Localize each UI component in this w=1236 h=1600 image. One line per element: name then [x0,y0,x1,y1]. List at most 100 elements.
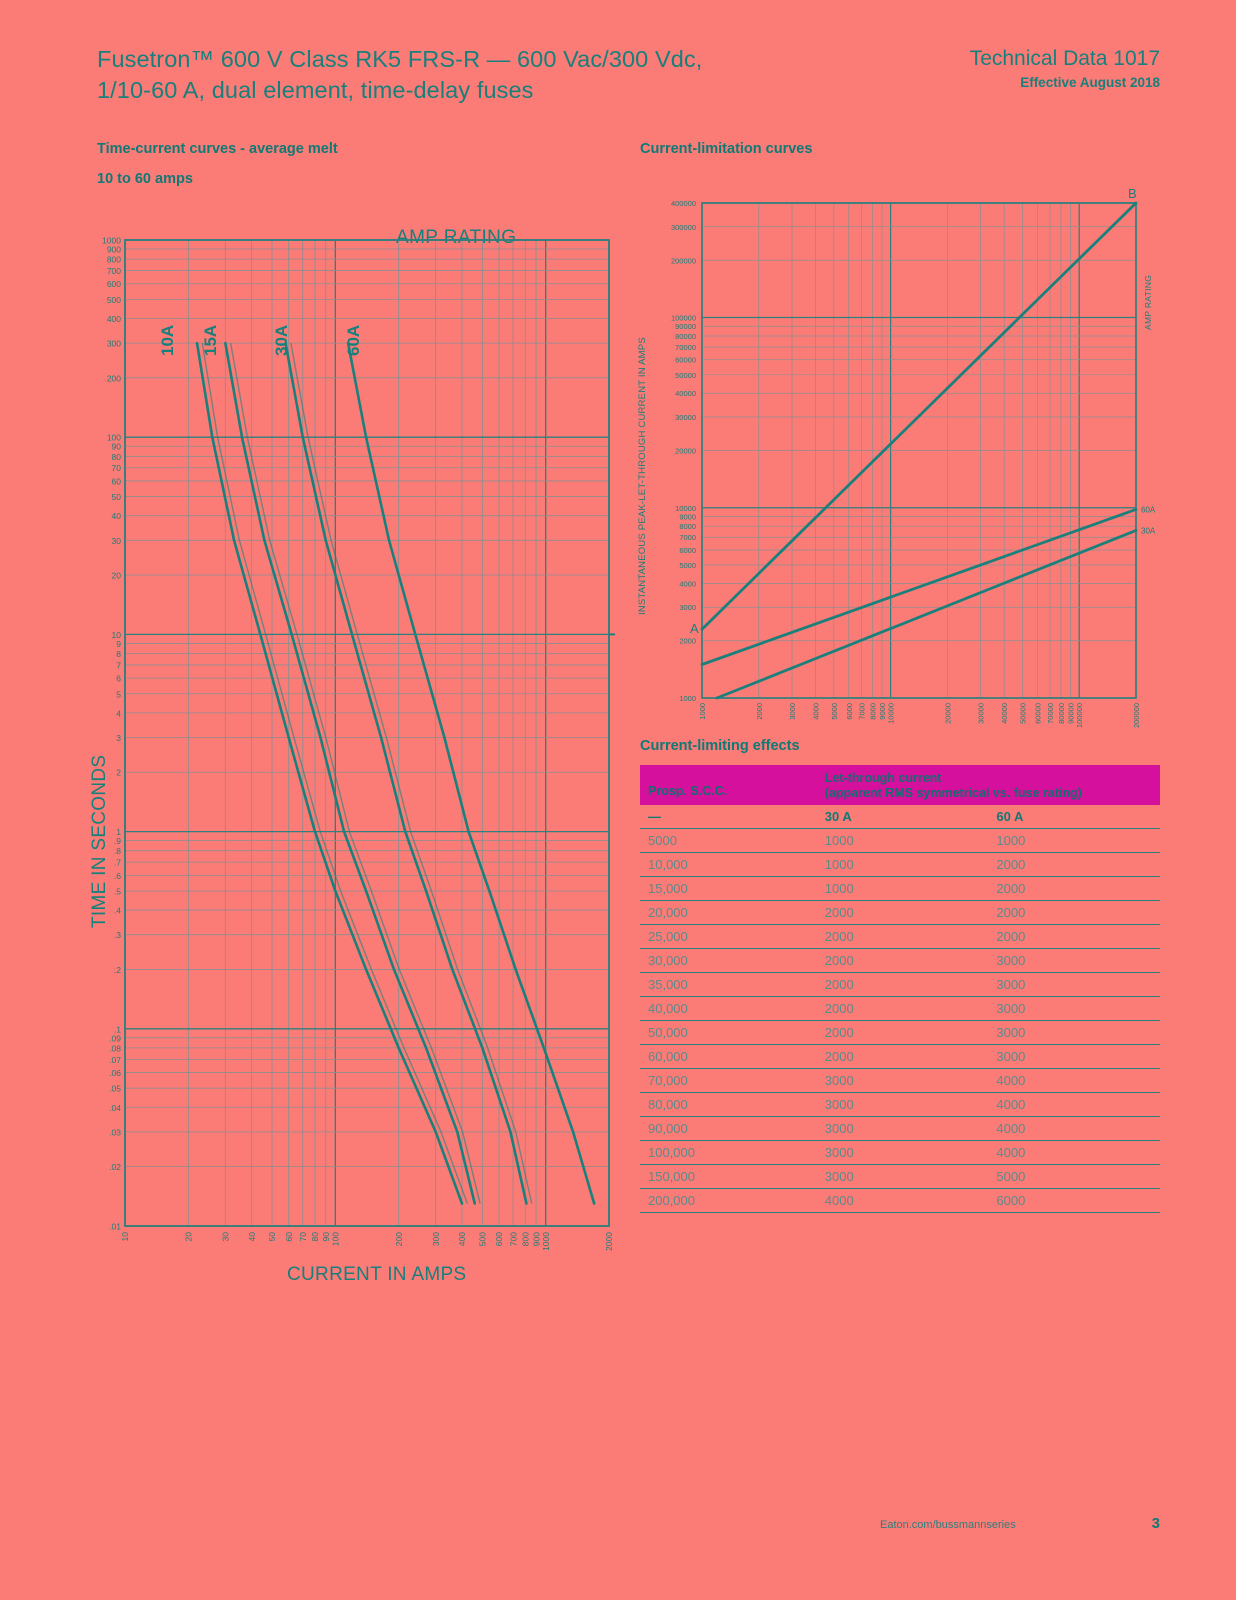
table-cell: 2000 [816,1044,989,1069]
svg-text:7: 7 [116,660,121,670]
footer-page-number: 3 [1151,1515,1160,1532]
svg-text:800: 800 [107,255,121,265]
svg-text:20: 20 [112,571,122,581]
tcc-y-axis-label: TIME IN SECONDS [89,754,110,928]
svg-text:.02: .02 [109,1162,121,1172]
svg-text:6: 6 [116,674,121,684]
table-cell: 1000 [988,828,1160,853]
table-cell: 10,000 [640,852,817,877]
table-cell: 3000 [816,1116,989,1141]
svg-text:90: 90 [112,442,122,452]
table-subheader-cell: 60 A [988,805,1160,829]
section-heading-current-limitation: Current-limitation curves [640,141,813,157]
svg-text:4000: 4000 [679,579,696,588]
svg-text:60000: 60000 [675,356,696,365]
table-header-prosp-scc-label: Prosp. S.C.C. [648,784,728,798]
table-row: 40,000 2000 3000 [640,996,1160,1021]
svg-text:200000: 200000 [1132,703,1141,728]
svg-text:50: 50 [267,1232,277,1242]
svg-text:200: 200 [107,373,121,383]
table-cell: 3000 [988,948,1160,973]
svg-text:.08: .08 [109,1043,121,1053]
table-header-let-through-line1: Let-through current [824,771,942,785]
svg-text:2000: 2000 [679,637,696,646]
svg-text:500: 500 [478,1232,488,1246]
svg-text:100000: 100000 [1075,703,1084,728]
svg-text:90000: 90000 [675,322,696,331]
table-row: 50,000 2000 3000 [640,1020,1160,1045]
svg-text:.5: .5 [114,886,121,896]
svg-text:300: 300 [431,1232,441,1246]
footer-url[interactable]: Eaton.com/bussmannseries [880,1519,1016,1531]
svg-text:100: 100 [107,433,121,443]
svg-text:40000: 40000 [675,389,696,398]
svg-text:80000: 80000 [1057,703,1066,724]
table-cell: 2000 [988,852,1160,877]
svg-text:70: 70 [112,463,122,473]
table-subheader-cell: — [640,805,817,829]
clc-amp-rating-label: AMP RATING [1143,274,1153,330]
table-cell: 40,000 [640,996,817,1021]
svg-text:7000: 7000 [857,703,866,720]
svg-text:4000: 4000 [812,703,821,720]
table-cell: 2000 [816,948,989,973]
table-cell: 3000 [816,1068,989,1093]
svg-text:500: 500 [107,295,121,305]
svg-text:A: A [690,621,699,636]
header-meta: Technical Data 1017 Effective August 201… [970,46,1160,94]
table-header-row: Prosp. S.C.C. Let-through current (appar… [640,765,1160,805]
svg-text:200: 200 [394,1232,404,1246]
table-row: 60,000 2000 3000 [640,1044,1160,1069]
svg-text:10000: 10000 [675,504,696,513]
svg-text:.4: .4 [114,906,121,916]
svg-text:60A: 60A [1141,505,1156,514]
svg-text:.7: .7 [114,858,121,868]
svg-text:80000: 80000 [675,332,696,341]
table-row: 70,000 3000 4000 [640,1068,1160,1093]
time-current-curves-chart: 1000 900 800 700 600 500 400 300 200 100 90 80 70 60 5… [89,228,617,1298]
page-title: Fusetron™ 600 V Class RK5 FRS-R — 600 Va… [97,44,717,106]
svg-text:80: 80 [112,452,122,462]
table-cell: 150,000 [640,1164,817,1189]
svg-text:5000: 5000 [830,703,839,720]
table-cell: 3000 [988,1044,1160,1069]
svg-text:90000: 90000 [1067,703,1076,724]
table-subheader-row: —30 A 60 A [640,805,1160,829]
table-cell: 100,000 [640,1140,817,1165]
table-cell: 25,000 [640,924,817,949]
table-cell: 2000 [816,1020,989,1045]
section-subheading-amps: 10 to 60 amps [97,171,193,187]
table-head: Prosp. S.C.C. Let-through current (appar… [640,765,1160,805]
svg-text:30: 30 [112,536,122,546]
table-cell: 60,000 [640,1044,817,1069]
table-row: 100,000 3000 4000 [640,1140,1160,1165]
table-header-let-through-line2: (apparent RMS symmetrical vs. fuse ratin… [824,786,1082,800]
amp-rating-title: AMP RATING [396,227,517,248]
svg-text:50000: 50000 [1018,703,1027,724]
svg-text:20000: 20000 [943,703,952,724]
svg-text:40: 40 [112,511,122,521]
table-cell: 15,000 [640,876,817,901]
svg-text:300000: 300000 [671,223,696,232]
table-cell: 20,000 [640,900,817,925]
table-cell: 1000 [816,852,989,877]
svg-text:B: B [1128,186,1137,201]
current-limitation-chart: 400000 300000 200000 100000 90000 80000 70000 6… [640,186,1170,731]
svg-text:.01: .01 [109,1222,121,1232]
svg-text:90: 90 [321,1232,331,1242]
svg-text:400: 400 [457,1232,467,1246]
svg-text:.04: .04 [109,1103,121,1113]
svg-text:80: 80 [310,1232,320,1242]
svg-text:15A: 15A [201,325,220,356]
svg-text:60000: 60000 [1033,703,1042,724]
table-row: 20,000 2000 2000 [640,900,1160,925]
svg-text:30000: 30000 [977,703,986,724]
table-cell: 2000 [816,996,989,1021]
table-cell: 35,000 [640,972,817,997]
table-cell: 30,000 [640,948,817,973]
svg-text:9000: 9000 [878,703,887,720]
svg-text:30A: 30A [272,325,291,356]
table-row: 30,000 2000 3000 [640,948,1160,973]
svg-text:70: 70 [298,1232,308,1242]
svg-text:.07: .07 [109,1055,121,1065]
